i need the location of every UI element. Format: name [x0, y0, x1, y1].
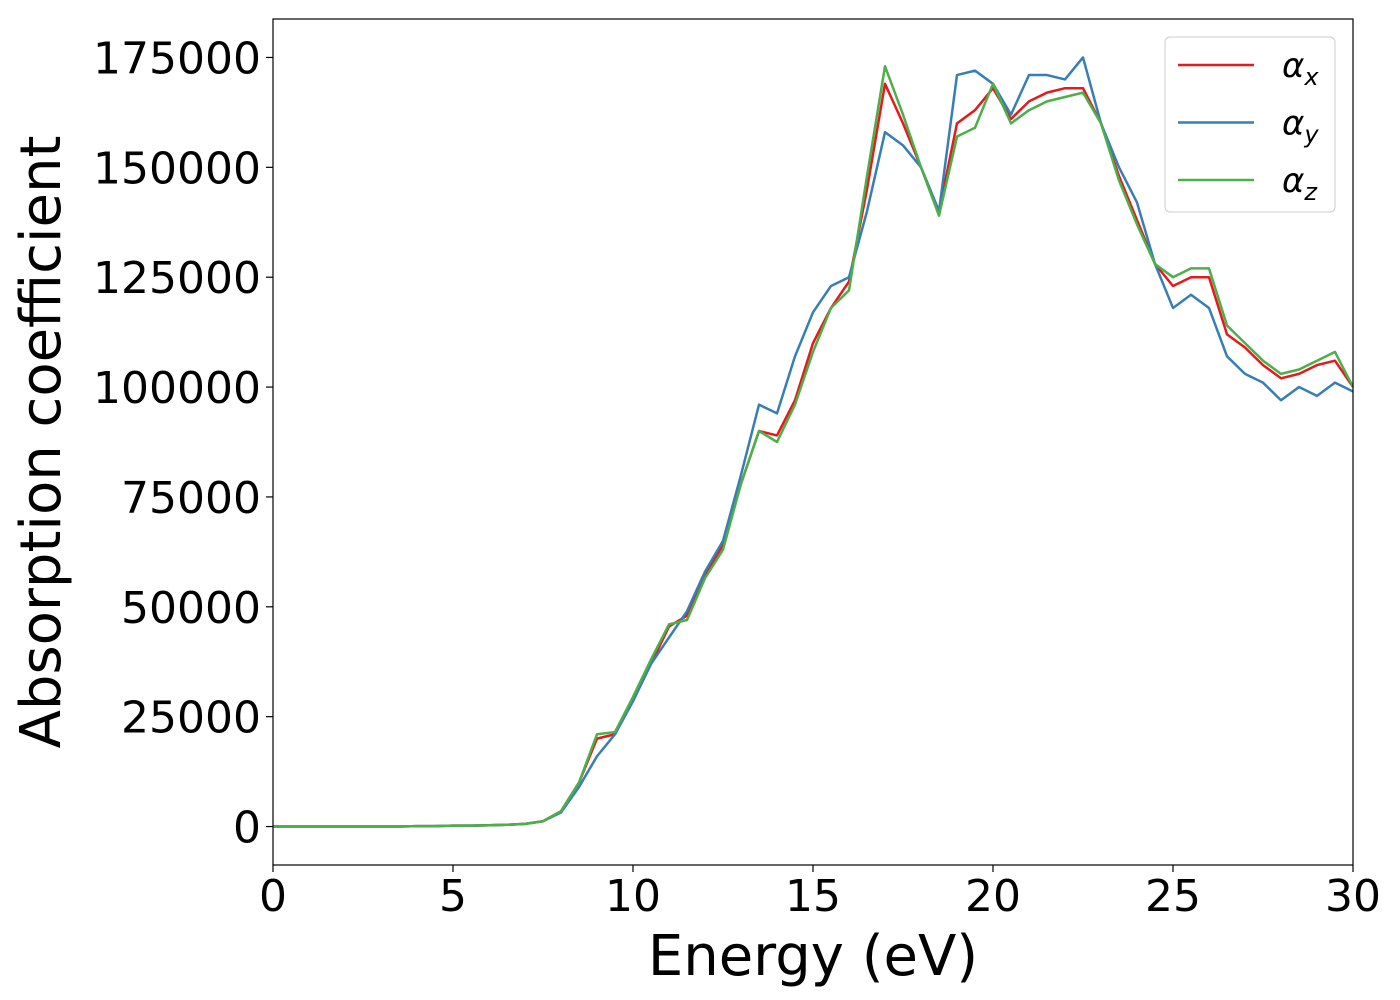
- x-tick-label: 20: [965, 871, 1021, 922]
- x-tick-label: 30: [1325, 871, 1381, 922]
- x-tick-label: 25: [1145, 871, 1201, 922]
- y-tick-label: 150000: [93, 143, 261, 194]
- x-tick-label: 10: [605, 871, 661, 922]
- y-tick-label: 100000: [93, 363, 261, 414]
- series-line: [273, 64, 1355, 828]
- y-tick-label: 125000: [93, 253, 261, 304]
- x-tick-label: 15: [785, 871, 841, 922]
- x-tick-label: 0: [259, 871, 287, 922]
- plot-frame: [272, 18, 1354, 866]
- legend-box: [1164, 36, 1336, 213]
- y-tick-label: 0: [233, 803, 261, 854]
- y-tick-label: 25000: [121, 693, 261, 744]
- x-axis-label: Energy (eV): [648, 924, 978, 989]
- y-tick-label: 50000: [121, 583, 261, 634]
- x-tick-label: 5: [439, 871, 467, 922]
- y-tick-label: 175000: [93, 33, 261, 84]
- y-axis-label: Absorption coefficient: [9, 136, 74, 749]
- y-tick-label: 75000: [121, 473, 261, 524]
